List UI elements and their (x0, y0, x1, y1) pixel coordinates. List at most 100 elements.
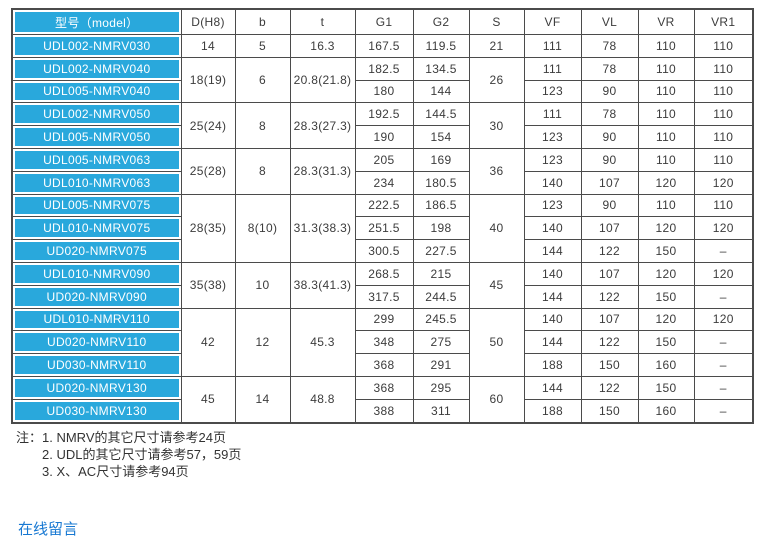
vf-cell: 144 (523, 284, 582, 309)
vl-cell: 78 (580, 102, 639, 127)
s-cell: 36 (468, 147, 525, 195)
model-cell: UDL005-NMRV040 (11, 79, 182, 104)
vf-cell: 140 (523, 170, 582, 195)
vf-cell: 140 (523, 216, 582, 241)
model-cell: UDL010-NMRV075 (11, 216, 182, 241)
model-cell: UDL002-NMRV030 (11, 34, 182, 58)
t-cell: 45.3 (289, 307, 356, 377)
model-cell: UD020-NMRV090 (11, 284, 182, 309)
vr-cell: 150 (637, 239, 695, 263)
table-row: UD020-NMRV075 300.5 227.5 144 122 150– (11, 239, 754, 263)
gearbox-spec-table: 型号（model） D(H8) b t G1 G2 S VF VL VR VR1 UDL002-NM… (11, 8, 754, 424)
online-message-link[interactable]: 在线留言 (18, 521, 79, 538)
g1-cell: 268.5 (354, 261, 414, 286)
g2-cell: 275 (412, 330, 470, 355)
header-cell-vr1: VR1 (693, 8, 754, 35)
note-line: 3. X、AC尺寸请参考94页 (42, 464, 189, 479)
g1-cell: 388 (354, 398, 414, 424)
g1-cell: 205 (354, 147, 414, 172)
vf-cell: 123 (523, 193, 582, 218)
g1-cell: 190 (354, 125, 414, 149)
vr-cell: 150 (637, 284, 695, 309)
model-cell: UDL005-NMRV075 (11, 193, 182, 218)
vl-cell: 122 (580, 284, 639, 309)
table-row: UDL005-NMRV075 28(35) 8(10) 31.3(38.3) 222.5… (11, 193, 754, 263)
vr1-cell: 120 (693, 307, 754, 332)
g2-cell: 119.5 (412, 34, 470, 58)
g1-cell: 167.5 (354, 34, 414, 58)
g1-cell: 368 (354, 375, 414, 400)
g1-cell: 180 (354, 79, 414, 104)
vf-cell: 144 (523, 330, 582, 355)
vf-cell: 123 (523, 79, 582, 104)
t-cell: 16.3 (289, 34, 356, 58)
table-row: UDL010-NMRV075 251.5 198 140 107 120 120 (11, 216, 754, 241)
vf-cell: 188 (523, 398, 582, 424)
vr1-cell: 110 (693, 125, 754, 149)
vl-cell: 150 (580, 353, 639, 377)
vr1-cell: – (693, 284, 754, 309)
s-cell: 30 (468, 102, 525, 149)
s-cell: 21 (468, 34, 525, 58)
vr1-cell: 110 (693, 79, 754, 104)
model-cell: UD030-NMRV110 (11, 353, 182, 377)
g1-cell: 251.5 (354, 216, 414, 241)
vl-cell: 90 (580, 125, 639, 149)
vr-cell: 110 (637, 125, 695, 149)
g1-cell: 368 (354, 353, 414, 377)
vr-cell: 110 (637, 193, 695, 218)
d-cell: 25(24) (180, 102, 236, 149)
g1-cell: 234 (354, 170, 414, 195)
g2-cell: 186.5 (412, 193, 470, 218)
header-cell-vr: VR (637, 8, 695, 35)
d-cell: 42 (180, 307, 236, 377)
header-cell-g1: G1 (354, 8, 414, 35)
header-cell-s: S (468, 8, 525, 35)
model-cell: UD020-NMRV075 (11, 239, 182, 263)
vf-cell: 144 (523, 239, 582, 263)
d-cell: 28(35) (180, 193, 236, 263)
vr1-cell: – (693, 239, 754, 263)
s-cell: 60 (468, 375, 525, 424)
vr-cell: 110 (637, 56, 695, 81)
b-cell: 10 (234, 261, 291, 309)
vr-cell: 160 (637, 353, 695, 377)
table-body: UDL002-NMRV030 14 5 16.3 167.5 119.5 21 111 78 11… (11, 34, 754, 424)
d-cell: 18(19) (180, 56, 236, 104)
table-row: UD020-NMRV130 45 14 48.8 368 295 60 144 122 150– (11, 375, 754, 424)
g2-cell: 134.5 (412, 56, 470, 81)
vr-cell: 110 (637, 102, 695, 127)
notes-label: 注： (16, 430, 43, 445)
model-cell: UDL005-NMRV063 (11, 147, 182, 172)
g2-cell: 144.5 (412, 102, 470, 127)
g2-cell: 169 (412, 147, 470, 172)
vr-cell: 110 (637, 79, 695, 104)
table-row: UDL002-NMRV050 25(24) 8 28.3(27.3) 192.5 144.… (11, 102, 754, 149)
g2-cell: 180.5 (412, 170, 470, 195)
vr-cell: 160 (637, 398, 695, 424)
vl-cell: 150 (580, 398, 639, 424)
vr1-cell: 110 (693, 147, 754, 172)
model-cell: UDL010-NMRV090 (11, 261, 182, 286)
note-line: 1. NMRV的其它尺寸请参考24页 (42, 430, 226, 445)
g2-cell: 245.5 (412, 307, 470, 332)
table-row: UDL010-NMRV110 42 12 45.3 299 245.5 50 140 107 12… (11, 307, 754, 377)
vl-cell: 78 (580, 56, 639, 81)
vr1-cell: 110 (693, 102, 754, 127)
b-cell: 8 (234, 147, 291, 195)
b-cell: 8(10) (234, 193, 291, 263)
model-cell: UD020-NMRV110 (11, 330, 182, 355)
header-cell-g2: G2 (412, 8, 470, 35)
vr-cell: 150 (637, 375, 695, 400)
table-row: UDL005-NMRV050 190 154 123 90 110 110 (11, 125, 754, 149)
vr1-cell: 110 (693, 34, 754, 58)
g1-cell: 317.5 (354, 284, 414, 309)
table-row: UD020-NMRV110 348 275 144 122 150– (11, 330, 754, 355)
d-cell: 45 (180, 375, 236, 424)
g2-cell: 244.5 (412, 284, 470, 309)
b-cell: 14 (234, 375, 291, 424)
vf-cell: 144 (523, 375, 582, 400)
g1-cell: 222.5 (354, 193, 414, 218)
g1-cell: 182.5 (354, 56, 414, 81)
header-cell-vl: VL (580, 8, 639, 35)
